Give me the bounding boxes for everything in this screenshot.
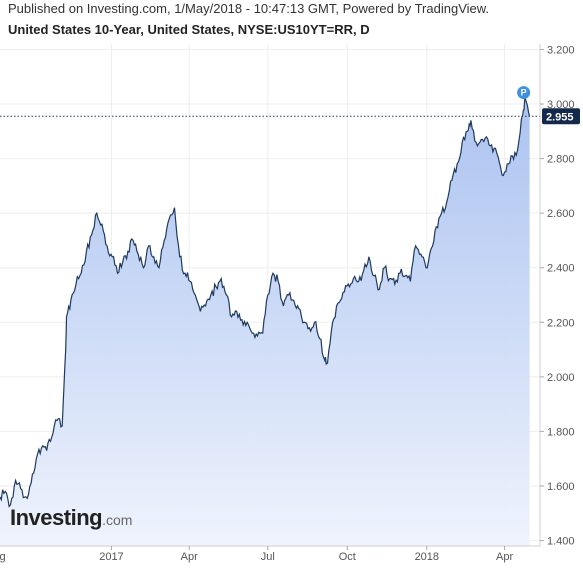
investing-logo: Investing.com	[10, 505, 132, 531]
x-tick-label: Jul	[261, 551, 275, 563]
x-tick-label: Oct	[339, 551, 356, 563]
price-area-fill	[0, 98, 530, 546]
y-tick-label: 1.800	[547, 426, 575, 438]
x-tick-label: Apr	[181, 551, 198, 563]
last-price-badge: 2.955	[542, 108, 580, 125]
chart-title: United States 10-Year, United States, NY…	[8, 22, 370, 37]
price-line	[0, 97, 531, 508]
y-tick-label: 2.600	[547, 208, 575, 220]
price-marker-label: P	[521, 88, 527, 98]
y-tick-label: 3.000	[547, 99, 575, 111]
y-axis: 1.400 1.600 1.800 2.000 2.200 2.400 2.600 2.800…	[539, 44, 575, 548]
x-tick-label: Aug	[0, 551, 6, 563]
x-tick-label: 2017	[99, 551, 123, 563]
y-tick-label: 2.000	[547, 372, 575, 384]
x-axis: Aug 2017 Apr Jul Oct 2018 Apr	[0, 545, 540, 563]
y-tick-label: 1.400	[547, 536, 575, 548]
y-tick-label: 1.600	[547, 481, 575, 493]
published-notice: Published on Investing.com, 1/May/2018 -…	[8, 1, 490, 16]
logo-suffix: .com	[102, 512, 133, 528]
y-tick-label: 2.200	[547, 317, 575, 329]
x-tick-label: Apr	[496, 551, 513, 563]
price-marker-badge[interactable]: P	[517, 86, 531, 100]
y-tick-label: 3.200	[547, 44, 575, 56]
logo-main: Investing	[10, 505, 103, 530]
y-tick-label: 2.800	[547, 154, 575, 166]
last-price-label: 2.955	[546, 111, 574, 123]
x-tick-label: 2018	[415, 551, 439, 563]
y-tick-label: 2.400	[547, 263, 575, 275]
